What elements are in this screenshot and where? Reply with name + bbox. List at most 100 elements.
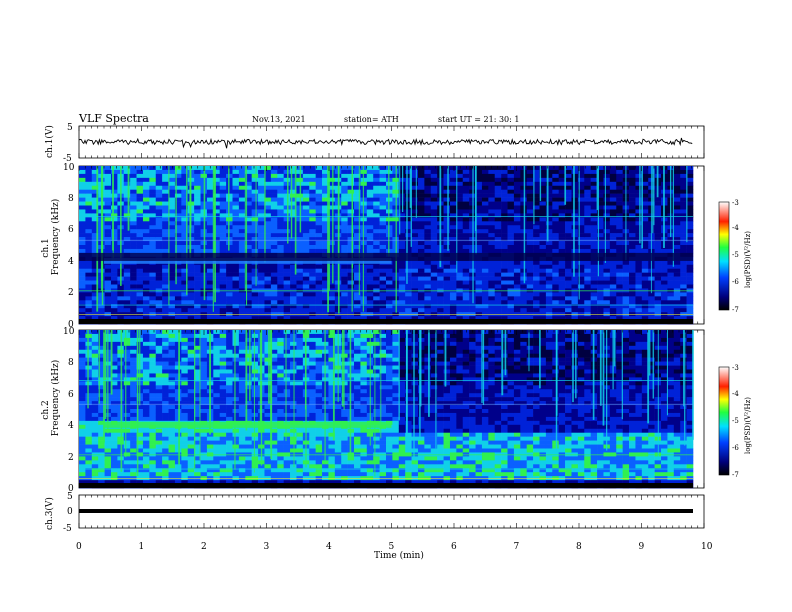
spectrogram-cell: [130, 464, 137, 469]
spectrogram-cell: [417, 308, 425, 313]
spectrogram-cell: [232, 201, 240, 206]
spectrogram-cell: [680, 308, 687, 313]
ch1-colorbar-label: log(PSD)(V²/Hz): [744, 231, 752, 288]
spectrogram-cell: [494, 166, 502, 171]
spectrogram-cell: [270, 304, 278, 309]
spectrogram-cell: [411, 221, 419, 226]
spectrogram-cell: [379, 189, 387, 194]
spectrogram-cell: [577, 284, 585, 289]
spectrogram-cell: [501, 276, 508, 281]
spectrogram-cell: [411, 217, 419, 222]
spectrogram-cell: [405, 316, 412, 321]
spectrogram-cell: [341, 205, 348, 210]
spectrogram-cell: [654, 316, 662, 321]
spectrogram-cell: [680, 304, 687, 309]
spectrogram-cell: [565, 197, 572, 202]
spectrogram-cell: [520, 280, 528, 285]
spectrogram-cell: [424, 248, 432, 254]
spectrogram-cell: [488, 304, 496, 309]
spectrogram-cell: [232, 169, 240, 175]
spectrogram-cell: [507, 308, 515, 313]
spectrogram-cell: [130, 456, 137, 461]
spectrogram-cell: [328, 284, 336, 289]
spectrogram-cell: [232, 272, 240, 277]
spectrogram-cell: [577, 221, 585, 226]
spectrogram-cell: [526, 248, 534, 254]
spectrogram-cell: [91, 245, 99, 250]
spectrogram-cell: [565, 248, 572, 254]
spectrogram-cell: [430, 245, 438, 250]
spectrogram-cell: [98, 416, 105, 422]
spectrogram-cell: [424, 268, 432, 273]
spectrogram-cell: [264, 217, 272, 222]
spectrogram-cell: [181, 166, 189, 171]
spectrogram-cell: [206, 189, 214, 194]
spectrogram-cell: [481, 173, 489, 179]
spectrogram-cell: [270, 201, 278, 206]
spectrogram-cell: [283, 292, 291, 297]
spectrogram-cell: [213, 241, 221, 246]
spectrogram-cell: [667, 284, 675, 289]
spectrogram-cell: [130, 173, 137, 179]
spectrogram-cell: [558, 166, 566, 171]
spectrogram-cell: [565, 185, 572, 190]
spectrogram-cell: [130, 166, 137, 171]
spectrogram-cell: [251, 237, 259, 242]
spectrogram-cell: [533, 205, 540, 210]
spectrogram-cell: [648, 304, 655, 309]
spectrogram-cell: [405, 189, 412, 194]
spectrogram-cell: [635, 201, 643, 206]
spectrogram-cell: [481, 300, 489, 305]
spectrogram-cell: [258, 217, 265, 222]
spectrogram-cell: [245, 237, 252, 242]
spectrogram-cell: [424, 209, 432, 214]
spectrogram-cell: [686, 185, 694, 190]
spectrogram-cell: [79, 177, 86, 183]
spectrogram-cell: [379, 237, 387, 242]
spectrogram-cell: [635, 173, 643, 179]
spectrogram-cell: [181, 173, 189, 179]
spectrogram-cell: [168, 353, 176, 358]
spectrogram-cell: [296, 296, 304, 301]
spectrogram-cell: [142, 221, 150, 226]
spectrogram-cell: [245, 304, 252, 309]
spectrogram-cell: [673, 217, 681, 222]
spectrogram-cell: [648, 296, 655, 301]
spectrogram-cell: [501, 248, 508, 254]
spectrogram-cell: [162, 280, 169, 285]
spectrogram-cell: [347, 166, 355, 171]
spectrogram-cell: [411, 296, 419, 301]
spectrogram-cell: [661, 296, 668, 301]
spectrogram-cell: [123, 166, 131, 171]
start-time-label: start UT = 21: 30: 1: [438, 115, 519, 124]
spectrogram-cell: [373, 264, 380, 269]
spectrogram-cell: [296, 237, 304, 242]
spectrogram-cell: [373, 241, 380, 246]
spectrogram-cell: [110, 397, 118, 402]
spectrogram-cell: [354, 248, 361, 254]
spectrogram-cell: [456, 284, 464, 289]
ch1-cb-tick-5: -5: [732, 251, 739, 259]
spectrogram-cell: [641, 268, 649, 273]
spectrogram-cell: [584, 300, 591, 305]
spectrogram-cell: [609, 276, 617, 281]
spectrogram-cell: [680, 233, 687, 238]
spectrogram-cell: [219, 169, 227, 175]
spectrogram-cell: [91, 205, 99, 210]
spectrogram-cell: [277, 173, 284, 179]
spectrogram-cell: [258, 173, 265, 179]
spectrogram-cell: [603, 260, 611, 266]
spectrogram-cell: [136, 264, 144, 269]
spectrogram-cell: [174, 221, 182, 226]
spectrogram-cell: [85, 401, 93, 406]
spectrogram-cell: [130, 412, 137, 418]
spectrogram-cell: [123, 377, 131, 382]
spectrogram-cell: [302, 264, 310, 269]
spectrogram-cell: [309, 173, 316, 179]
spectrogram-cell: [571, 260, 579, 266]
spectrogram-cell: [155, 237, 163, 242]
spectrogram-cell: [430, 197, 438, 202]
spectrogram-cell: [616, 221, 623, 226]
spectrogram-cell: [545, 185, 553, 190]
spectrogram-cell: [110, 333, 118, 339]
